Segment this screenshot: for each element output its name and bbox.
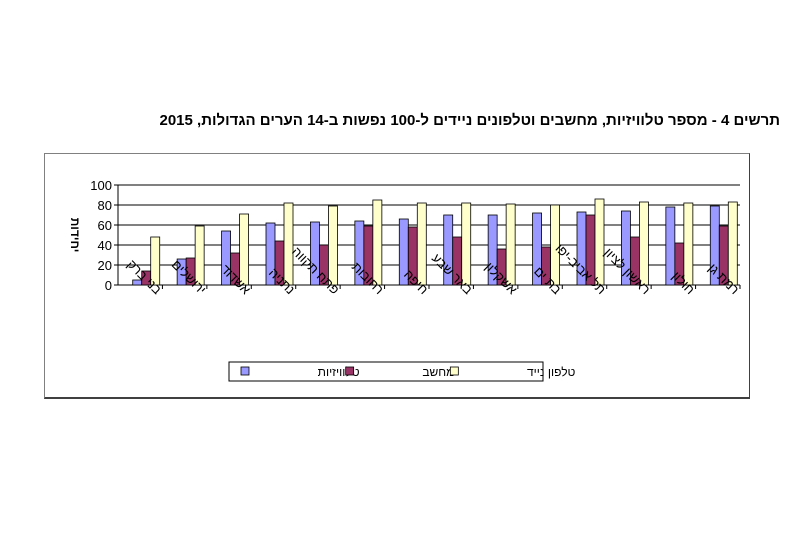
legend-box	[228, 361, 544, 382]
chart-frame: 0 20 40 60 80 100 בני ברק ירושלים אשדוד נתניה פתח…	[44, 153, 750, 399]
bars	[132, 198, 738, 286]
bar	[594, 198, 605, 286]
chart-svg: 0 20 40 60 80 100 בני ברק ירושלים אשדוד נתניהפתח…	[68, 178, 742, 382]
legend-swatch	[240, 366, 250, 376]
y-tick-label: 80	[98, 198, 112, 213]
y-tick-label: 100	[90, 178, 112, 193]
y-tick-label: 0	[105, 278, 112, 293]
bar	[727, 201, 738, 286]
bar	[505, 203, 516, 286]
legend-label: טלפון נייד	[527, 365, 576, 379]
bar	[639, 201, 649, 286]
bar	[328, 205, 338, 286]
bar	[150, 236, 161, 286]
bar	[683, 202, 694, 286]
y-tick-label: 40	[98, 238, 112, 253]
legend-swatch	[449, 366, 459, 376]
y-tick-label: 20	[98, 258, 112, 273]
bar	[461, 202, 472, 286]
bar	[550, 204, 560, 286]
bar	[283, 202, 294, 286]
bar	[194, 225, 205, 286]
chart-title: תרשים 4 - מספר טלוויזיות, מחשבים וטלפוני…	[159, 112, 780, 129]
y-tick-label: 60	[98, 218, 112, 233]
legend-swatch	[345, 366, 355, 376]
bar	[372, 199, 383, 286]
legend-label: מחשב	[422, 365, 454, 379]
bar	[239, 213, 249, 286]
legend: טלוויזיות מחשב טלפון נייד	[228, 361, 576, 382]
y-axis-label: יחידות	[68, 218, 82, 253]
bar	[416, 202, 427, 286]
